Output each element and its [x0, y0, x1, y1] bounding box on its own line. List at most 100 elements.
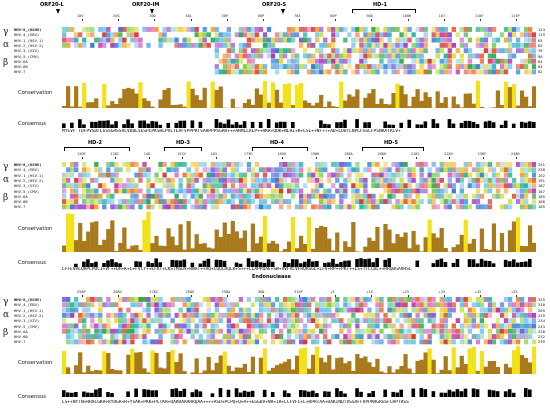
alignment-cell [174, 204, 179, 210]
alignment-cell [206, 307, 211, 313]
alignment-cell [515, 48, 521, 54]
alignment-cell [142, 167, 147, 173]
alignment-cell [319, 167, 324, 173]
alignment-cell [170, 162, 175, 167]
alignment-cell [419, 307, 424, 313]
alignment-cell [262, 323, 268, 329]
alignment-cell [359, 334, 364, 339]
sequence-name: HHV-5_(CMV) [14, 53, 40, 59]
consensus-bar [447, 119, 452, 128]
alignment-cell [415, 328, 420, 334]
alignment-cell [258, 199, 264, 204]
alignment-cell [238, 334, 244, 339]
sequence-name: HHV-1_(HSV-1) [14, 172, 44, 178]
alignment-cell [459, 167, 464, 173]
conservation-bar [475, 370, 480, 374]
conservation-bar [278, 363, 284, 374]
alignment-cell [82, 188, 87, 194]
alignment-cell [459, 183, 464, 189]
alignment-cell [258, 297, 264, 302]
alignment-cell [254, 32, 260, 38]
alignment-cell [198, 172, 203, 178]
position-label: 10V [77, 14, 84, 18]
alignment-cell [130, 32, 135, 38]
alignment-cell [355, 172, 360, 178]
position-label: +35 [438, 290, 446, 294]
position-tick [479, 295, 481, 297]
alignment-cell [226, 37, 232, 43]
alignment-cell [383, 27, 388, 32]
consensus-bar [290, 259, 295, 267]
alignment-cell [483, 69, 489, 75]
alignment-cell [307, 312, 312, 318]
consensus-bar [491, 122, 496, 128]
alignment-cell [403, 162, 408, 167]
alignment-cell [411, 297, 416, 302]
position-tick [407, 295, 408, 297]
consensus-bar [491, 263, 496, 267]
position-tick [182, 157, 183, 159]
alignment-cell [363, 58, 368, 64]
alignment-cell [90, 339, 95, 345]
alignment-cell [222, 32, 227, 38]
alignment-cell [246, 204, 252, 210]
alignment-cell [427, 58, 432, 64]
alignment-cell [323, 69, 328, 75]
alignment-cell [339, 193, 344, 199]
alignment-cell [343, 204, 348, 210]
alignment-cell [258, 188, 264, 194]
alignment-cell [483, 32, 489, 38]
position-label: 100K [402, 14, 412, 18]
conservation-bar [182, 249, 187, 252]
alignment-cell [86, 307, 91, 313]
alignment-cell [523, 183, 529, 189]
alignment-cell [379, 64, 384, 69]
conservation-bar [278, 251, 284, 252]
alignment-cell [294, 177, 300, 183]
alignment-cell [323, 318, 328, 324]
alignment-cell [126, 32, 131, 38]
alignment-cell [407, 323, 412, 329]
conservation-bar [531, 346, 536, 374]
consensus-bar [415, 124, 420, 128]
conservation-bar [294, 248, 300, 252]
alignment-cell [186, 27, 191, 32]
alignment-cell [359, 204, 364, 210]
alignment-cell [74, 339, 79, 345]
alignment-cell [262, 69, 268, 75]
alignment-cell [282, 318, 288, 324]
alignment-cell [427, 312, 432, 318]
alignment-cell [178, 42, 183, 48]
consensus-bar [407, 119, 412, 128]
sequence-name: HHV-5_(CMV) [14, 188, 40, 194]
alignment-cell [78, 193, 83, 199]
alignment-cell [230, 199, 236, 204]
alignment-cell [186, 37, 191, 43]
alignment-cell [246, 193, 252, 199]
alignment-cell [166, 199, 171, 204]
conservation-bar [327, 355, 332, 374]
conservation-bar [86, 231, 91, 252]
alignment-cell [114, 302, 119, 308]
alignment-cell [222, 177, 227, 183]
alignment-cell [230, 183, 236, 189]
alignment-cell [214, 183, 219, 189]
alignment-cell [511, 193, 517, 199]
position-tick [282, 157, 283, 159]
consensus-bar [234, 262, 239, 267]
alignment-cell [475, 53, 481, 59]
conservation-bar [355, 354, 360, 374]
alignment-cell [371, 42, 376, 48]
conservation-bar [246, 251, 251, 252]
alignment-cell [178, 312, 183, 318]
alignment-cell [102, 188, 107, 194]
alignment-cell [202, 42, 207, 48]
alignment-cell [218, 42, 223, 48]
alignment-cell [439, 177, 444, 183]
alignment-cell [238, 339, 244, 345]
alignment-cell [214, 167, 219, 173]
alignment-cell [134, 27, 139, 32]
alignment-cell [158, 193, 163, 199]
domain-hd1-label: HD-1 [373, 2, 387, 8]
alignment-cell [407, 37, 412, 43]
